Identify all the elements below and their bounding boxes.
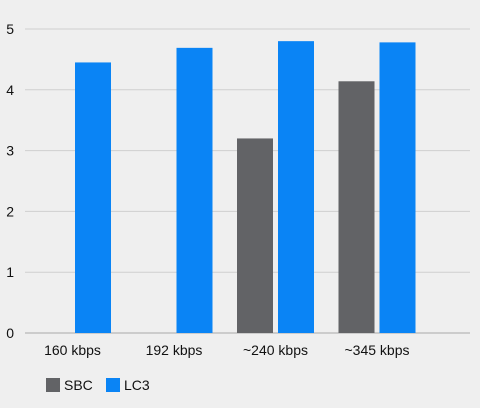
y-tick-label: 3 <box>6 143 14 159</box>
bar-lc3-1 <box>176 47 213 334</box>
x-tick-label: ~345 kbps <box>345 342 410 358</box>
x-tick-label: 192 kbps <box>146 342 203 358</box>
bar-lc3-0 <box>75 62 111 333</box>
bars <box>75 41 416 334</box>
legend-label-lc3: LC3 <box>124 377 150 393</box>
y-tick-label: 2 <box>6 203 14 219</box>
bar-sbc-2 <box>237 138 273 333</box>
bar-lc3-3 <box>379 42 416 333</box>
x-tick-label: ~240 kbps <box>243 342 308 358</box>
y-tick-label: 4 <box>6 82 14 98</box>
legend-swatch-sbc <box>46 378 60 392</box>
legend-swatch-lc3 <box>106 378 120 392</box>
x-axis: 160 kbps 192 kbps ~240 kbps ~345 kbps <box>44 342 409 358</box>
y-tick-label: 1 <box>6 264 14 280</box>
bar-sbc-3 <box>338 81 375 334</box>
y-axis: 0 1 2 3 4 5 <box>6 21 14 341</box>
y-tick-label: 0 <box>6 325 14 341</box>
legend-label-sbc: SBC <box>64 377 93 393</box>
legend: SBC LC3 <box>46 377 150 393</box>
x-tick-label: 160 kbps <box>44 342 101 358</box>
y-tick-label: 5 <box>6 21 14 37</box>
bar-lc3-2 <box>278 41 314 333</box>
